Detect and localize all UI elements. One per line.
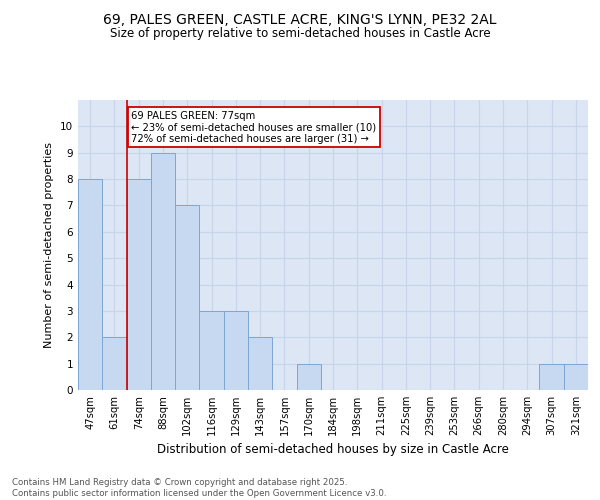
Text: Distribution of semi-detached houses by size in Castle Acre: Distribution of semi-detached houses by … xyxy=(157,442,509,456)
Bar xyxy=(151,152,175,390)
Bar xyxy=(102,338,127,390)
Bar xyxy=(248,338,272,390)
Bar xyxy=(78,179,102,390)
Bar xyxy=(564,364,588,390)
Text: 69, PALES GREEN, CASTLE ACRE, KING'S LYNN, PE32 2AL: 69, PALES GREEN, CASTLE ACRE, KING'S LYN… xyxy=(103,12,497,26)
Bar xyxy=(296,364,321,390)
Bar xyxy=(539,364,564,390)
Text: 69 PALES GREEN: 77sqm
← 23% of semi-detached houses are smaller (10)
72% of semi: 69 PALES GREEN: 77sqm ← 23% of semi-deta… xyxy=(131,110,377,144)
Bar xyxy=(127,179,151,390)
Bar xyxy=(175,206,199,390)
Bar xyxy=(199,311,224,390)
Text: Contains HM Land Registry data © Crown copyright and database right 2025.
Contai: Contains HM Land Registry data © Crown c… xyxy=(12,478,386,498)
Y-axis label: Number of semi-detached properties: Number of semi-detached properties xyxy=(44,142,55,348)
Text: Size of property relative to semi-detached houses in Castle Acre: Size of property relative to semi-detach… xyxy=(110,28,490,40)
Bar xyxy=(224,311,248,390)
